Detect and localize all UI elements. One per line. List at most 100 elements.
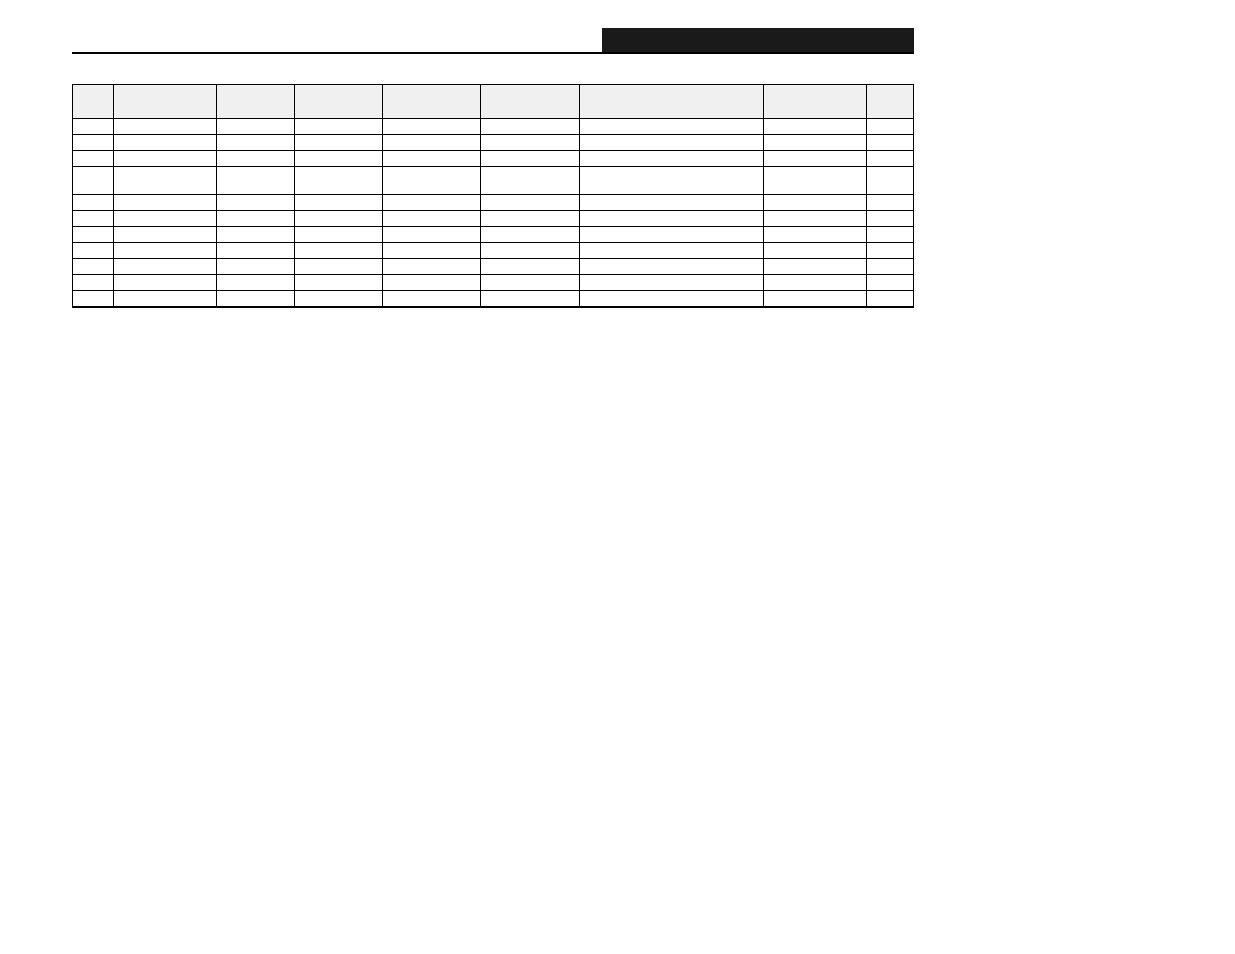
table-cell <box>764 259 867 275</box>
table-cell <box>866 119 913 135</box>
table-col-header <box>216 85 294 119</box>
table-cell <box>764 151 867 167</box>
table-cell <box>382 135 480 151</box>
table-cell <box>481 151 579 167</box>
table-cell <box>382 211 480 227</box>
table-cell <box>216 291 294 307</box>
table-cell <box>481 275 579 291</box>
table-cell <box>294 259 382 275</box>
table-cell <box>866 211 913 227</box>
table-cell <box>764 211 867 227</box>
table-body <box>73 119 914 307</box>
table-container <box>72 84 914 308</box>
table-row <box>73 135 914 151</box>
table-row <box>73 211 914 227</box>
table-cell <box>73 135 114 151</box>
table-cell <box>73 227 114 243</box>
table-cell <box>216 227 294 243</box>
table-col-header <box>382 85 480 119</box>
table-cell <box>294 167 382 195</box>
table-cell <box>866 151 913 167</box>
table-cell <box>114 291 217 307</box>
table-cell <box>216 195 294 211</box>
table-cell <box>73 195 114 211</box>
table-col-header <box>73 85 114 119</box>
table-row <box>73 227 914 243</box>
table-cell <box>114 195 217 211</box>
table-cell <box>579 211 764 227</box>
table-cell <box>764 227 867 243</box>
table-cell <box>579 151 764 167</box>
table-cell <box>579 259 764 275</box>
table-cell <box>866 195 913 211</box>
table-col-header <box>764 85 867 119</box>
table-cell <box>382 119 480 135</box>
table-cell <box>579 195 764 211</box>
table-cell <box>481 135 579 151</box>
table-col-header <box>294 85 382 119</box>
table-cell <box>579 135 764 151</box>
table-cell <box>382 259 480 275</box>
table-cell <box>114 243 217 259</box>
table-row <box>73 167 914 195</box>
table-col-header <box>866 85 913 119</box>
table-cell <box>216 167 294 195</box>
table-cell <box>579 167 764 195</box>
table-row <box>73 119 914 135</box>
table-cell <box>73 243 114 259</box>
table-cell <box>294 275 382 291</box>
table-cell <box>294 135 382 151</box>
table-cell <box>73 291 114 307</box>
table-cell <box>114 211 217 227</box>
table-cell <box>764 119 867 135</box>
table-cell <box>294 195 382 211</box>
table-cell <box>294 227 382 243</box>
table-cell <box>579 227 764 243</box>
table-row <box>73 195 914 211</box>
table-cell <box>114 227 217 243</box>
table-cell <box>294 151 382 167</box>
table-cell <box>114 275 217 291</box>
table-col-header <box>579 85 764 119</box>
table-cell <box>866 227 913 243</box>
table-cell <box>73 119 114 135</box>
table-cell <box>481 291 579 307</box>
table-cell <box>216 211 294 227</box>
table-cell <box>114 135 217 151</box>
table-cell <box>382 195 480 211</box>
table-cell <box>866 259 913 275</box>
table-cell <box>382 291 480 307</box>
table-cell <box>764 291 867 307</box>
table-cell <box>382 275 480 291</box>
table-cell <box>481 211 579 227</box>
table-cell <box>216 243 294 259</box>
table-cell <box>764 275 867 291</box>
table-cell <box>764 167 867 195</box>
table-cell <box>294 243 382 259</box>
table-cell <box>866 275 913 291</box>
table-cell <box>114 119 217 135</box>
table-cell <box>294 291 382 307</box>
header-black-bar <box>602 28 914 52</box>
table-cell <box>579 275 764 291</box>
table-cell <box>866 135 913 151</box>
table-row <box>73 151 914 167</box>
table-cell <box>114 151 217 167</box>
table-row <box>73 275 914 291</box>
table-cell <box>73 259 114 275</box>
table-cell <box>481 227 579 243</box>
table-cell <box>73 167 114 195</box>
table-cell <box>481 119 579 135</box>
table-cell <box>866 243 913 259</box>
table-cell <box>579 119 764 135</box>
table-cell <box>481 259 579 275</box>
table-cell <box>73 275 114 291</box>
table-cell <box>764 195 867 211</box>
table-header-row <box>73 85 914 119</box>
table-cell <box>294 211 382 227</box>
table-cell <box>382 243 480 259</box>
table-cell <box>481 167 579 195</box>
table-cell <box>73 211 114 227</box>
table-cell <box>764 135 867 151</box>
table-cell <box>294 119 382 135</box>
